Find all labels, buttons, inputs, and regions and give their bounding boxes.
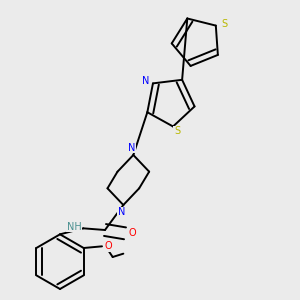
Text: N: N bbox=[128, 143, 135, 153]
Text: N: N bbox=[118, 207, 125, 217]
Text: NH: NH bbox=[67, 222, 81, 232]
Text: O: O bbox=[128, 228, 136, 238]
Text: S: S bbox=[174, 127, 180, 136]
Text: S: S bbox=[221, 19, 227, 29]
Text: N: N bbox=[142, 76, 149, 86]
Text: O: O bbox=[104, 241, 112, 251]
